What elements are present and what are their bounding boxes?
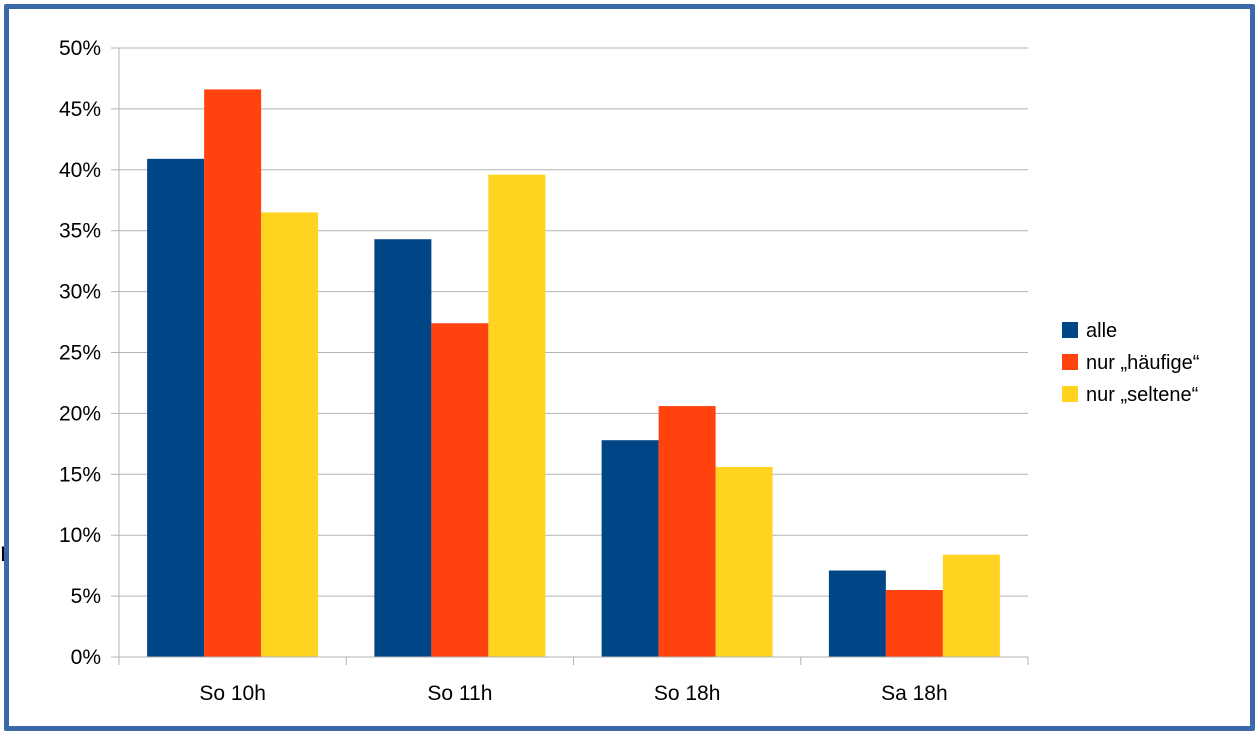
bar — [261, 212, 319, 657]
y-tick-label: 25% — [59, 342, 101, 365]
x-tick-label: So 11h — [427, 682, 492, 705]
y-tick-label: 10% — [59, 524, 101, 547]
x-tick-label: Sa 18h — [881, 682, 948, 705]
y-tick-label: 45% — [59, 98, 101, 121]
bar — [715, 466, 773, 657]
bar — [488, 174, 546, 657]
tick-labels: 0% 5% 10% 15% 20% 25% 30% 35% 40% 45% 50% So 10h So … — [59, 37, 948, 705]
legend-label: nur „seltene“ — [1086, 384, 1198, 406]
y-tick-label: 15% — [59, 463, 101, 486]
y-tick-label: 30% — [59, 281, 101, 304]
y-tick-label: 40% — [59, 159, 101, 182]
y-tick-label: 0% — [71, 646, 101, 669]
y-tick-label: 20% — [59, 402, 101, 425]
axes — [111, 47, 1029, 665]
bar — [374, 239, 432, 657]
legend-label: alle — [1086, 320, 1117, 342]
bar — [431, 323, 489, 657]
bar — [601, 440, 659, 657]
legend-label: nur „häufige“ — [1086, 352, 1199, 374]
bar — [204, 89, 262, 658]
legend: alle nur „häufige“ nur „seltene“ — [1062, 320, 1199, 406]
y-tick-label: 5% — [71, 585, 101, 608]
legend-swatch — [1062, 322, 1078, 338]
legend-swatch — [1062, 354, 1078, 370]
bar — [147, 158, 205, 657]
y-tick-label: 50% — [59, 37, 101, 60]
x-tick-label: So 10h — [199, 682, 266, 705]
y-tick-label: 35% — [59, 220, 101, 243]
bar — [885, 590, 943, 657]
bar — [658, 406, 716, 657]
x-tick-label: So 18h — [654, 682, 721, 705]
bars — [147, 89, 1000, 658]
bar — [942, 554, 1000, 657]
bar — [828, 570, 886, 657]
legend-swatch — [1062, 386, 1078, 402]
